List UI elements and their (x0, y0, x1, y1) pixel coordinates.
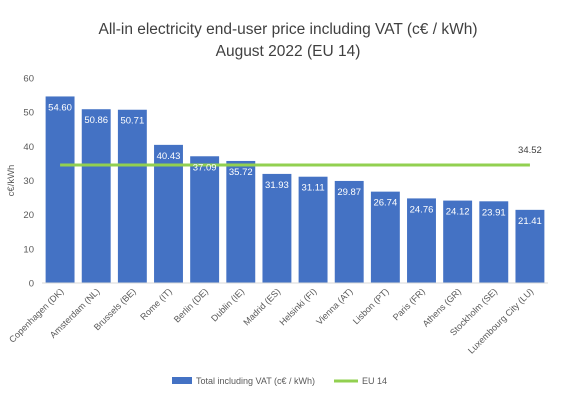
y-tick-label: 60 (23, 74, 34, 85)
chart-subtitle: August 2022 (EU 14) (215, 43, 361, 60)
x-category-label: Helsinki (FI) (277, 286, 318, 327)
bar-value-label: 31.93 (265, 180, 289, 191)
bar (45, 96, 75, 283)
bar (443, 200, 473, 283)
bar-value-label: 26.74 (373, 198, 397, 209)
bar (515, 209, 545, 283)
bar-value-label: 24.12 (446, 207, 470, 218)
x-category-label: Vienna (AT) (314, 286, 354, 326)
x-category-label: Dublin (IE) (209, 286, 246, 323)
bar (262, 173, 292, 283)
bar (81, 109, 111, 283)
x-category-label: Paris (FR) (391, 286, 427, 322)
bar-value-label: 24.76 (410, 204, 434, 215)
x-category-label: Madrid (ES) (241, 286, 282, 327)
legend-label-line: EU 14 (362, 376, 387, 386)
bar-value-label: 31.11 (302, 183, 325, 194)
bar (334, 180, 364, 283)
bar (226, 160, 256, 283)
x-category-label: Lisbon (PT) (351, 286, 391, 326)
bar-value-label: 35.72 (229, 167, 253, 178)
legend-swatch-bars (172, 377, 192, 384)
chart-title: All-in electricity end-user price includ… (98, 21, 478, 38)
bar-value-label: 50.86 (84, 115, 108, 126)
bar (117, 109, 147, 283)
bar (190, 156, 220, 283)
legend-label-bars: Total including VAT (c€ / kWh) (196, 376, 315, 386)
bar-value-label: 40.43 (157, 151, 181, 162)
bar (407, 198, 436, 283)
y-tick-label: 10 (23, 244, 34, 255)
x-category-label: Berlin (DE) (172, 286, 210, 324)
y-tick-label: 20 (23, 210, 34, 221)
bar (479, 201, 509, 283)
y-tick-label: 40 (23, 142, 34, 153)
x-category-label: Luxembourg City (LU) (466, 286, 535, 355)
bar (154, 144, 183, 283)
bar-value-label: 54.60 (48, 102, 72, 113)
bar-value-label: 50.71 (120, 116, 144, 127)
y-tick-label: 50 (23, 108, 34, 119)
bar-value-label: 37.09 (193, 162, 217, 173)
bar-value-label: 21.41 (518, 216, 542, 227)
x-category-label: Rome (IT) (138, 286, 174, 322)
bar (298, 176, 328, 283)
eu-average-label: 34.52 (518, 145, 542, 156)
bar (370, 191, 400, 283)
bar-value-label: 23.91 (482, 207, 506, 218)
y-axis-label: c€/kWh (6, 165, 17, 197)
y-tick-label: 30 (23, 176, 34, 187)
y-tick-label: 0 (29, 279, 34, 290)
bar-value-label: 29.87 (337, 187, 361, 198)
